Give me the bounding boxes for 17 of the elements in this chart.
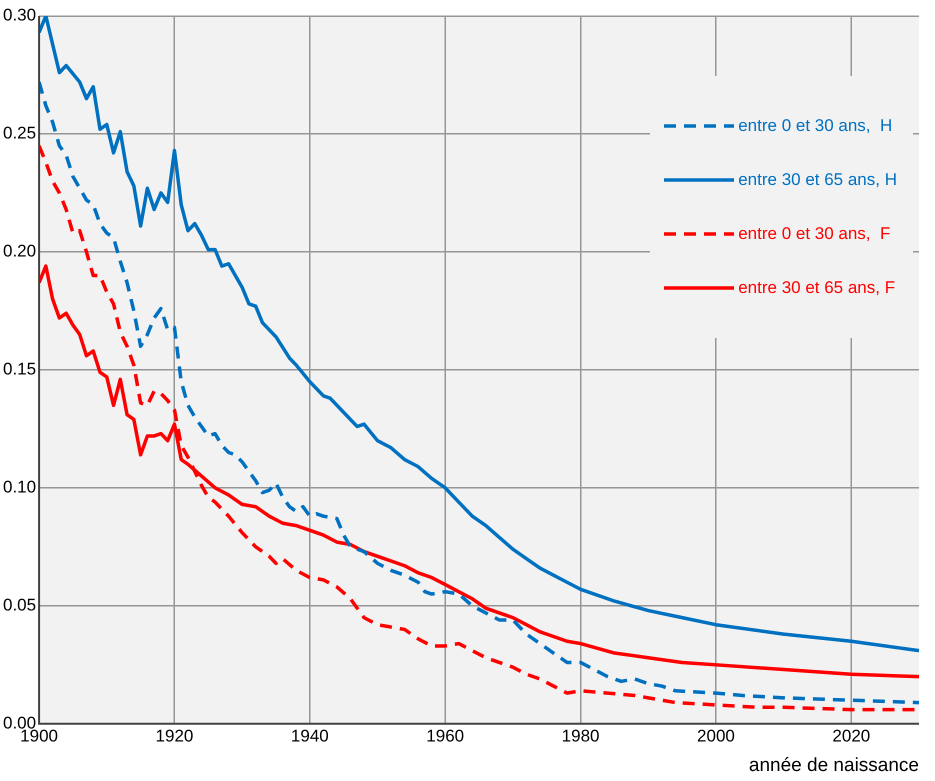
x-tick-label: 1960 (426, 726, 464, 746)
y-tick-label: 0.20 (2, 242, 36, 261)
legend-label: entre 0 et 30 ans, F (738, 224, 890, 244)
y-tick-label: 0.25 (2, 124, 36, 143)
legend-label: entre 30 et 65 ans, H (738, 170, 897, 190)
y-tick-label: 0.30 (2, 6, 36, 25)
x-tick-label: 2020 (832, 726, 870, 746)
x-tick-label: 2000 (697, 726, 735, 746)
legend-label: entre 30 et 65 ans, F (738, 278, 896, 298)
y-tick-label: 0.10 (2, 478, 36, 497)
x-tick-label: 1920 (156, 726, 194, 746)
x-axis-title: année de naissance (748, 754, 919, 776)
legend-label: entre 0 et 30 ans, H (738, 116, 892, 136)
x-tick-label: 1940 (290, 726, 329, 746)
y-tick-label: 0.15 (2, 360, 36, 379)
y-tick-label: 0.05 (2, 596, 36, 615)
x-tick-label: 1980 (562, 726, 600, 746)
